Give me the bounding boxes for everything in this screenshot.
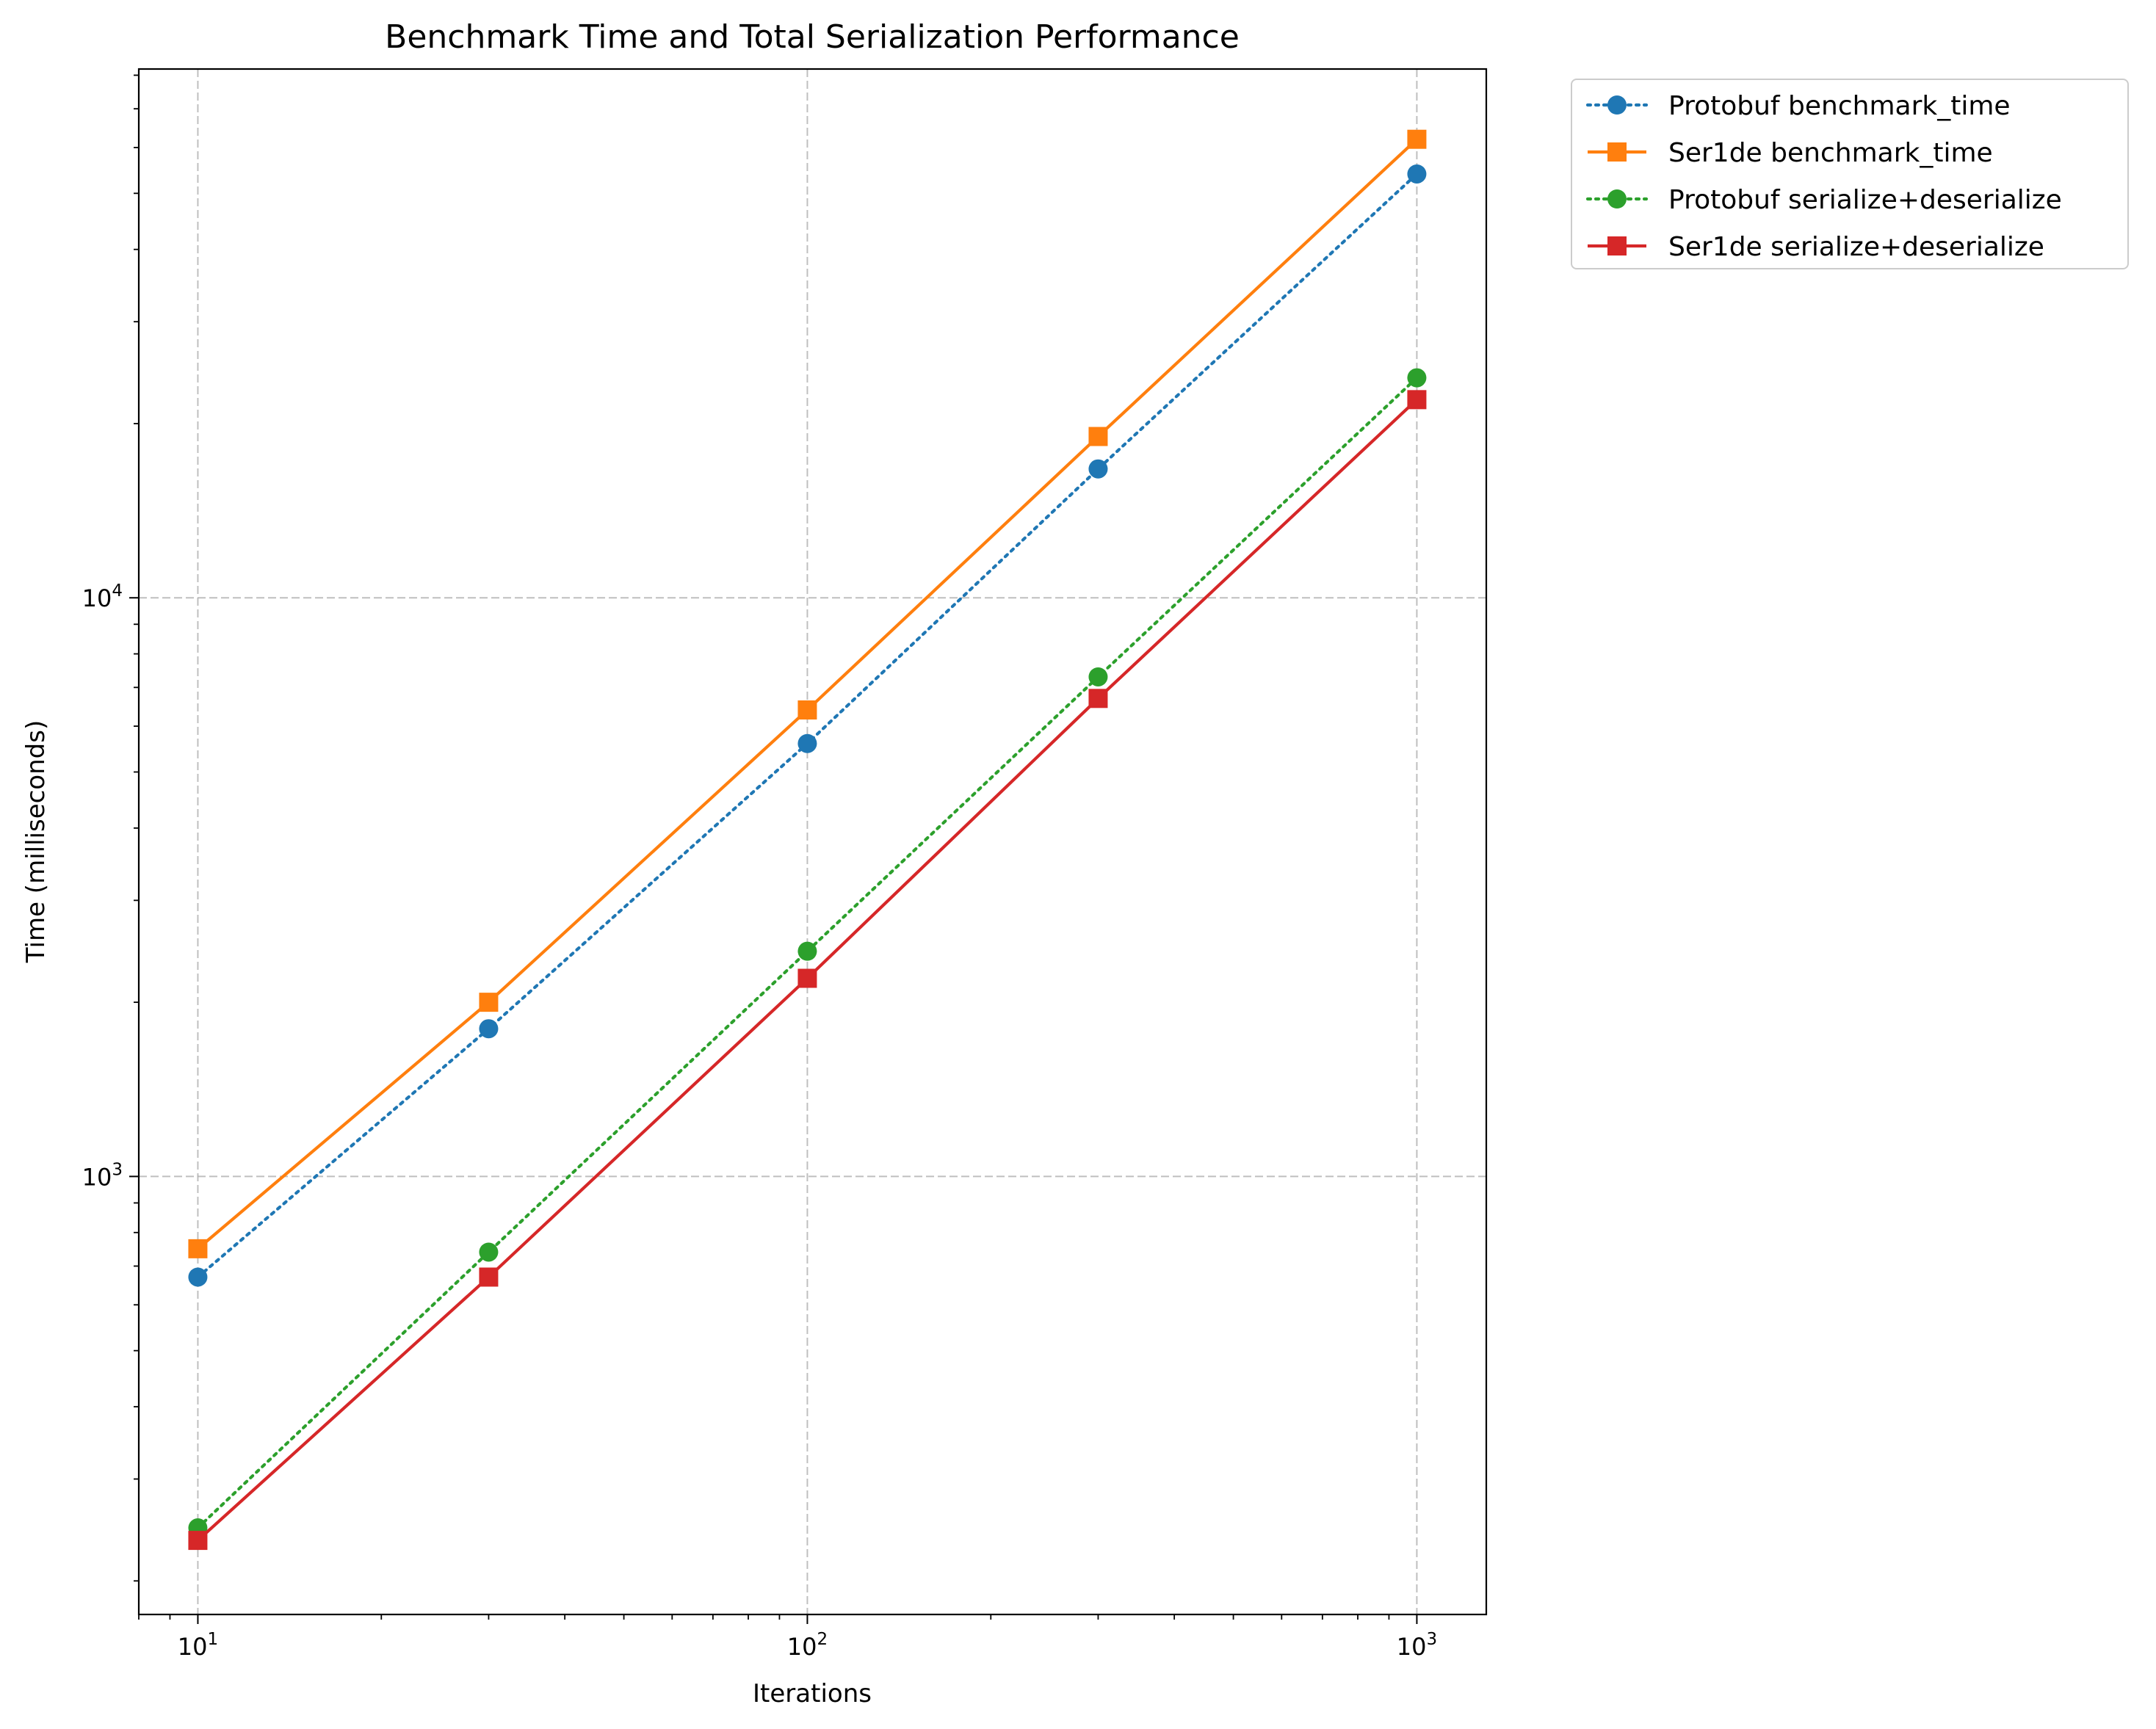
series-layer [188,129,1427,1551]
legend-item-2: Ser1de benchmark_time [1588,138,1993,168]
x-tick-label: 102 [787,1630,828,1661]
x-tick-label: 103 [1397,1630,1437,1661]
chart-title: Benchmark Time and Total Serialization P… [385,18,1240,56]
grid [139,69,1486,1614]
legend-marker [1607,95,1627,115]
data-point [479,1242,499,1262]
data-point [1407,129,1427,149]
x-tick-label: 101 [178,1630,218,1661]
data-point [797,733,817,753]
legend-box [1571,79,2129,269]
legend-item-1: Protobuf benchmark_time [1585,91,2011,121]
legend-item-4: Ser1de serialize+deserialize [1588,232,2044,262]
data-point [188,1531,208,1551]
data-point [797,968,817,988]
legend-label: Protobuf serialize+deserialize [1668,185,2062,215]
legend-marker [1607,142,1627,162]
y-tick-label: 103 [82,1160,123,1191]
axes: 101 102 103 103 104 [82,74,1437,1661]
x-axis-title: Iterations [753,1679,872,1708]
data-point [1088,427,1108,446]
legend-label: Ser1de benchmark_time [1668,138,1993,168]
data-point [188,1267,208,1287]
legend-marker [1607,236,1627,255]
legend-marker [1607,189,1627,209]
data-point [479,993,499,1012]
data-point [1088,667,1108,686]
series-2 [188,129,1427,1258]
data-point [188,1239,208,1258]
data-point [797,941,817,961]
data-point [1407,390,1427,410]
legend-label: Ser1de serialize+deserialize [1668,232,2044,262]
y-axis-title: Time (milliseconds) [21,720,51,963]
data-point [1407,368,1427,388]
data-point [797,700,817,719]
series-1 [188,164,1427,1287]
legend: Protobuf benchmark_time Ser1de benchmark_… [1571,79,2129,269]
data-point [1088,459,1108,479]
data-point [479,1267,499,1287]
data-point [1088,689,1108,708]
legend-item-3: Protobuf serialize+deserialize [1585,185,2062,215]
series-4 [188,390,1427,1551]
plot-frame [137,68,1488,1616]
data-point [1407,164,1427,184]
data-point [479,1019,499,1039]
y-tick-label: 104 [82,581,123,612]
legend-label: Protobuf benchmark_time [1668,91,2011,121]
